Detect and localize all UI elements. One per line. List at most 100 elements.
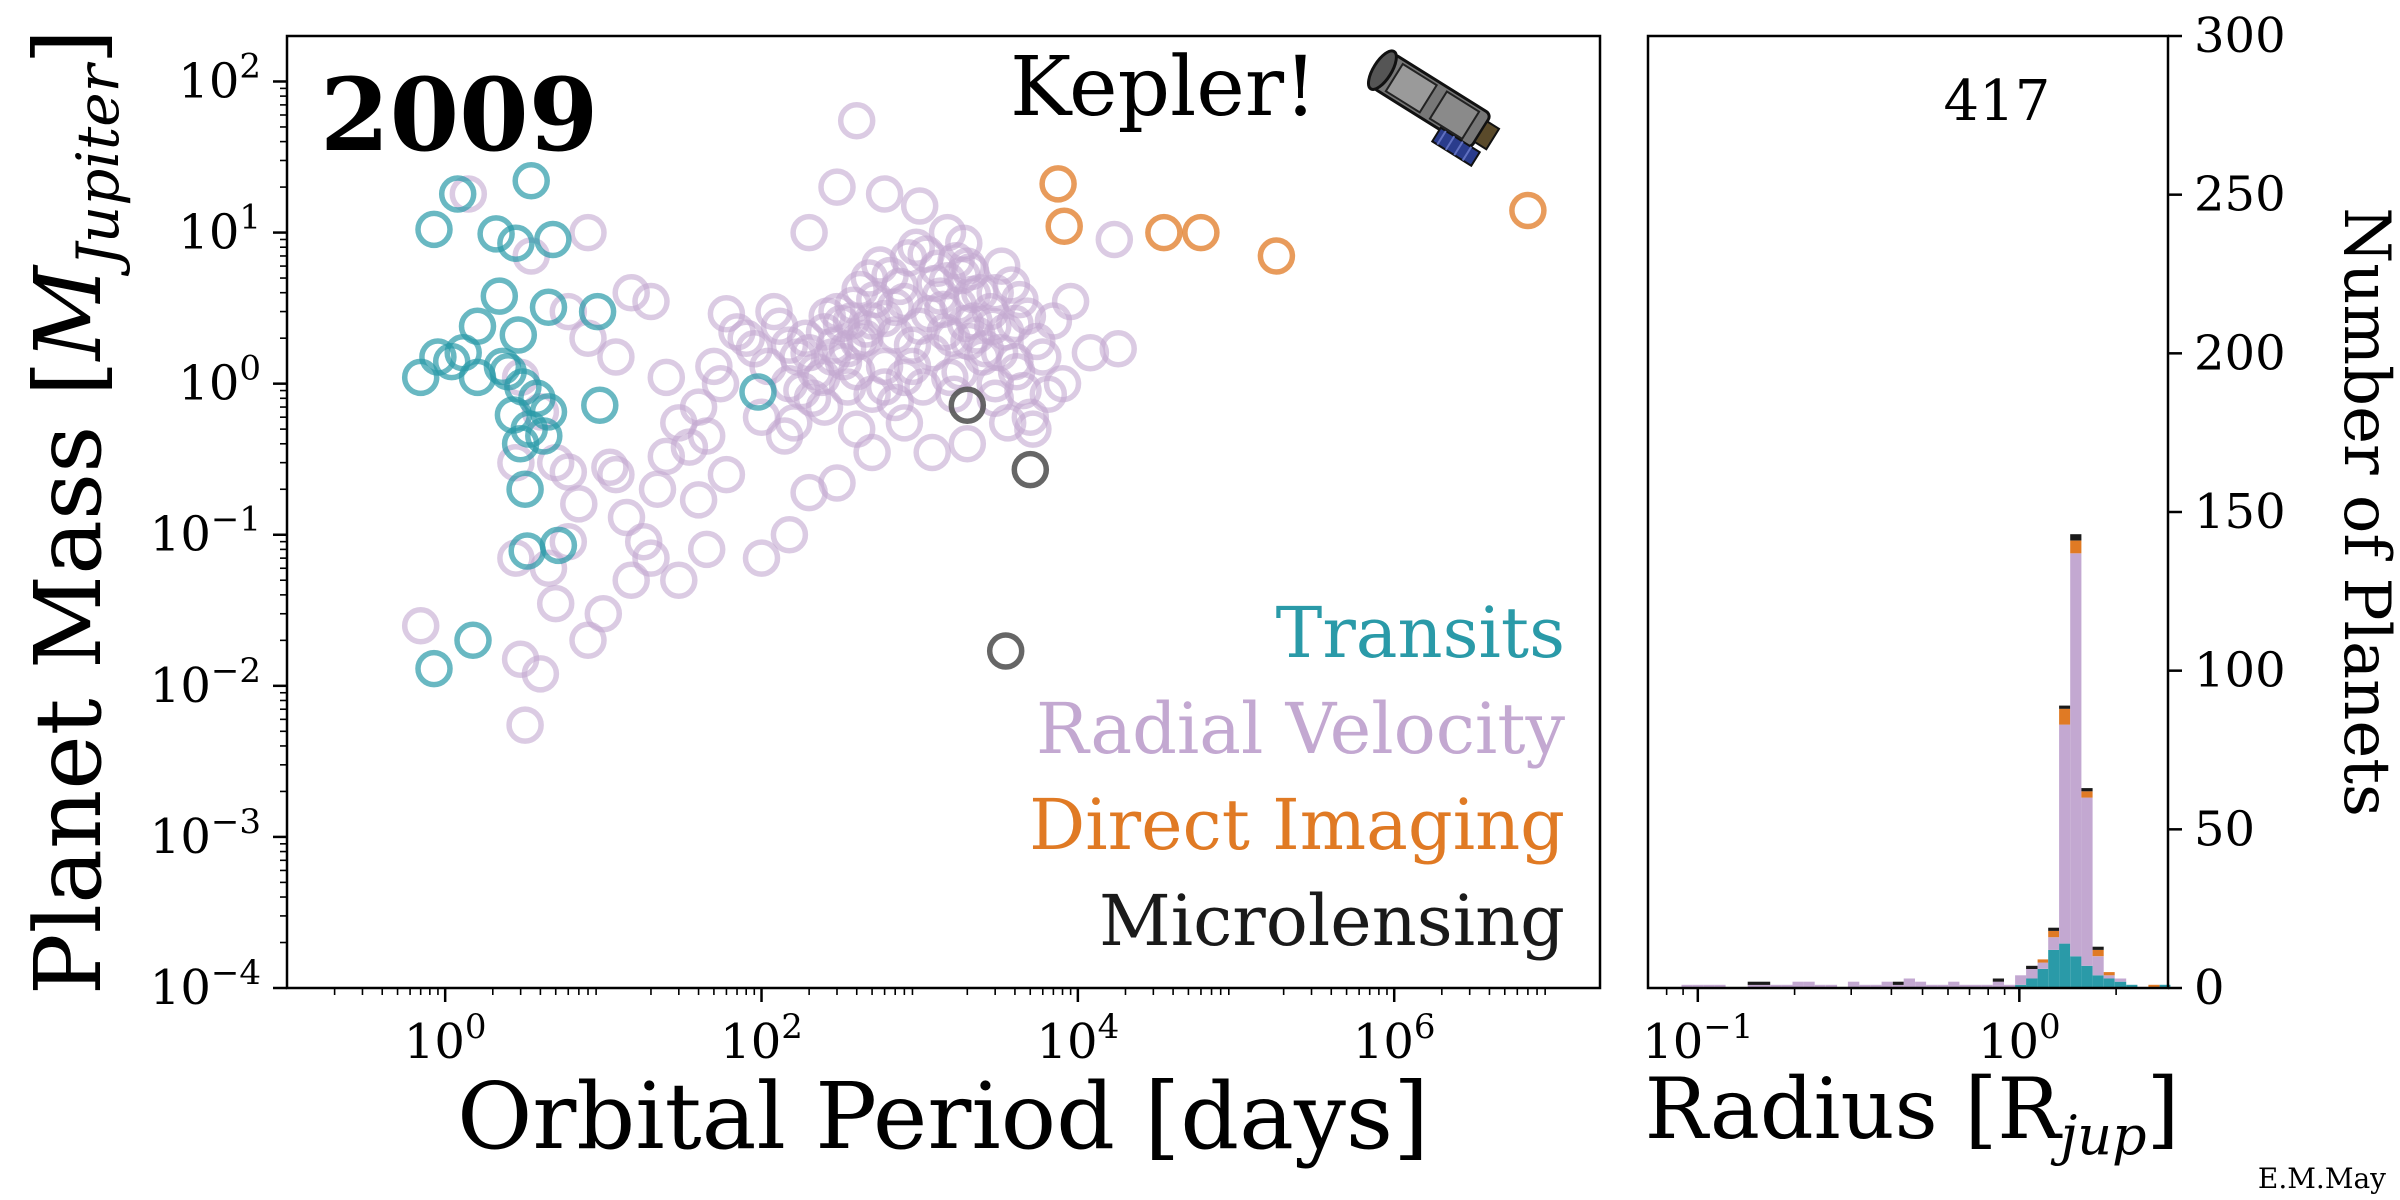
scatter-point [997,352,1036,391]
scatter-point [477,215,515,253]
histogram-bar [1714,984,1726,988]
scatter-point [415,649,453,688]
scatter-points [401,101,1547,744]
histogram-bar [2048,949,2060,988]
histogram-bar [1926,984,1938,988]
y-tick-label: 101 [178,198,261,261]
scatter-point [415,210,453,249]
scatter-point [501,425,540,463]
histogram-bar [2037,959,2049,963]
histogram-bar [1870,984,1882,988]
scatter-point [853,375,891,414]
histogram-bar [1692,984,1704,988]
histogram-bar [2092,946,2104,950]
scatter-point [988,404,1027,442]
scatter-point [581,386,619,424]
histogram-bar [1948,981,1960,988]
y-tick-label: 300 [2194,8,2286,64]
histogram-bar [1847,981,1860,988]
y-tick-label: 250 [2194,167,2286,223]
y-tick-label: 10−3 [150,802,261,865]
scatter-point [591,448,629,486]
y-tick-label: 50 [2194,801,2255,857]
scatter-point [647,437,686,476]
scatter-point [534,220,572,259]
scatter-point [1045,207,1083,246]
scatter-point [612,561,650,599]
scatter-point [483,347,522,386]
scatter-x-axis-label: Orbital Period [days] [457,1063,1429,1170]
scatter-point [793,379,832,418]
histogram-bar [2103,972,2115,976]
scatter-point [1004,371,1042,410]
scatter-point [1099,330,1137,368]
scatter-point [401,358,440,397]
histogram-bar [2037,969,2049,988]
histogram-bar [2026,965,2038,969]
scatter-point [1029,375,1068,414]
x-tick-label: 104 [1037,1007,1120,1070]
scatter-point [707,295,746,333]
scatter-point [687,530,726,569]
scatter-point [569,621,607,660]
scatter-point [876,383,914,422]
scatter-point [790,213,828,252]
scatter-point [876,288,914,327]
y-tick-label: 200 [2194,325,2286,381]
histogram-bar [2015,984,2027,988]
histogram-bar [2026,978,2038,988]
telescope-label: Kepler! [1010,40,1317,135]
histogram-bar [1937,984,1949,988]
scatter-point [943,256,981,295]
histogram-bars [1681,534,2171,988]
scatter-point [818,168,856,206]
histogram-bar [2148,984,2160,988]
histogram-bar [1759,984,1771,988]
histogram-bar [2092,975,2104,988]
scatter-point [499,316,538,354]
scatter-point [512,162,550,200]
histogram-bar [2114,978,2127,982]
scatter-point [612,273,650,312]
histogram-bar [2059,943,2071,988]
histogram-bar [2048,927,2060,931]
credit-label: E.M.May [2258,1162,2386,1195]
histogram-bar [2070,956,2082,988]
histogram-bar [2092,949,2104,957]
scatter-point [853,433,891,472]
scatter-point [401,606,440,645]
histogram-bar [2059,705,2071,709]
histogram-bar [2081,791,2093,798]
scatter-point [607,498,646,537]
histogram-bar [2004,984,2016,988]
scatter-point [802,358,841,397]
legend-radial-velocity: Radial Velocity [1036,688,1565,770]
kepler-telescope-icon [1366,49,1501,168]
histogram-bar [1992,981,2004,988]
scatter-point [765,417,804,455]
scatter-point [454,621,492,660]
histogram-bar [2081,788,2093,792]
scatter-point [506,470,544,509]
y-tick-label: 0 [2194,960,2225,1016]
y-tick-label: 10−4 [150,953,261,1016]
scatter-point [837,101,876,140]
histogram-bar [2103,978,2115,988]
histogram-bar [1747,981,1759,985]
scatter-point [1095,220,1134,259]
scatter-point [501,640,540,678]
histogram-bar [1703,984,1715,988]
histogram-bar [2114,981,2127,988]
histogram-panel: 10−1 100 0 50 100 150 200 250 300 417 Radius [Rj… [1642,8,2400,1167]
scatter-point [948,386,987,424]
scatter-point [770,515,809,554]
scatter-panel: 100 102 104 106 10−4 10−3 10−2 10−1 100 101 102 20… [15,29,1602,1170]
scatter-point [865,175,904,213]
scatter-point [549,453,588,491]
histogram-bar [2092,956,2104,976]
scatter-point [742,539,781,577]
histogram-bar [1781,984,1793,988]
y-tick-label: 10−2 [150,651,261,714]
y-tick-label: 100 [178,349,261,412]
scatter-point [786,319,825,357]
